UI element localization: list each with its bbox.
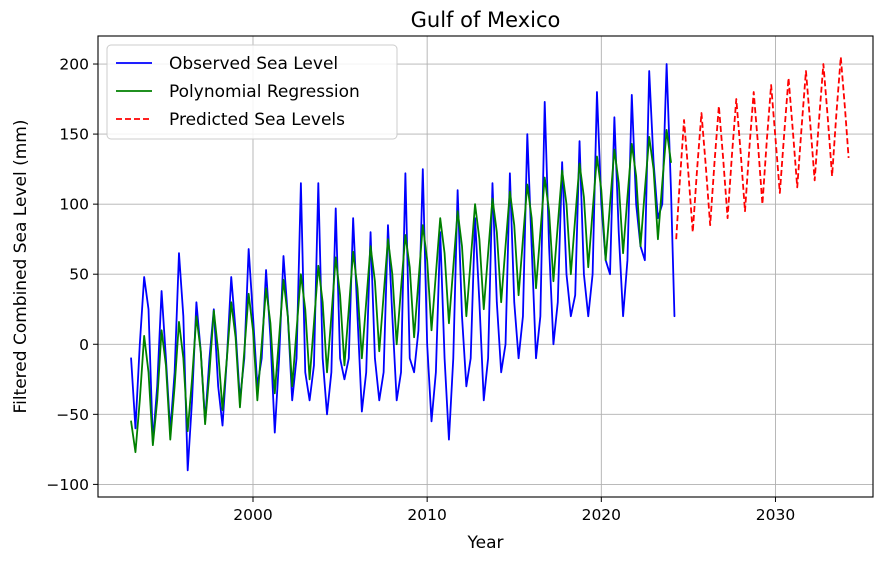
x-tick-label: 2000 (233, 506, 272, 524)
legend-label-2: Polynomial Regression (169, 82, 360, 102)
x-tick-label: 2020 (582, 506, 621, 524)
x-tick-label: 2030 (756, 506, 795, 524)
y-tick-label: 200 (59, 56, 89, 74)
plot-frame (97, 35, 874, 498)
legend: Observed Sea Level Polynomial Regression P… (106, 44, 398, 140)
legend-box (106, 44, 398, 140)
y-tick-label: −100 (46, 476, 89, 494)
legend-label-3: Predicted Sea Levels (169, 110, 345, 130)
y-tick-label: −50 (56, 406, 89, 424)
x-tick-label: 2010 (407, 506, 446, 524)
series-line-1 (130, 63, 676, 472)
grid-lines (98, 36, 873, 497)
y-tick-label: 0 (79, 336, 89, 354)
y-tick-label: 100 (59, 196, 89, 214)
series-line-3 (675, 56, 850, 240)
axis-ticks: 2000 2010 2020 2030 −100 −50 0 50 100 150 200 (46, 56, 795, 524)
y-tick-label: 50 (69, 266, 89, 284)
series-line-2 (130, 128, 672, 454)
x-axis-title: Year (467, 533, 504, 553)
series-layer (130, 56, 850, 472)
legend-label-1: Observed Sea Level (169, 54, 338, 74)
chart-title: Gulf of Mexico (411, 8, 561, 32)
y-tick-label: 150 (59, 126, 89, 144)
y-axis-title: Filtered Combined Sea Level (mm) (11, 120, 31, 414)
